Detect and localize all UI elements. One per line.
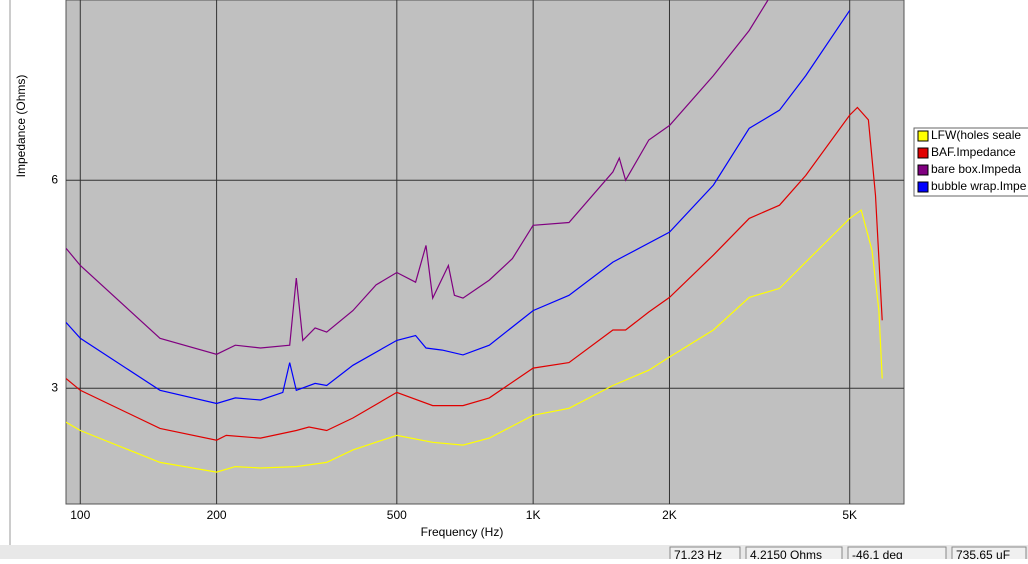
legend-swatch xyxy=(917,130,929,142)
legend-label: bare box.Impeda xyxy=(931,162,1021,176)
status-text: -46.1 deg xyxy=(852,548,903,559)
series-line xyxy=(66,106,883,441)
x-tick-label: 2K xyxy=(662,508,677,522)
legend-label: bubble wrap.Impe xyxy=(931,179,1027,193)
x-axis-label: Frequency (Hz) xyxy=(421,525,504,539)
legend xyxy=(913,127,1028,197)
series-line xyxy=(66,10,851,405)
y-tick-label: 6 xyxy=(51,172,58,186)
series-line xyxy=(66,0,769,355)
legend-swatch xyxy=(917,164,929,176)
status-text: 4.2150 Ohms xyxy=(750,548,822,559)
x-tick-label: 100 xyxy=(70,508,90,522)
series-line xyxy=(66,209,883,473)
plot-area xyxy=(65,0,905,505)
legend-label: LFW(holes seale xyxy=(931,128,1021,142)
legend-swatch xyxy=(917,147,929,159)
legend-swatch xyxy=(917,181,929,193)
x-tick-label: 1K xyxy=(526,508,541,522)
x-tick-label: 500 xyxy=(387,508,407,522)
status-text: 735.65 uF xyxy=(956,548,1010,559)
x-tick-label: 5K xyxy=(842,508,857,522)
status-text: 71.23 Hz xyxy=(674,548,722,559)
y-tick-label: 3 xyxy=(51,380,58,394)
x-tick-label: 200 xyxy=(207,508,227,522)
legend-label: BAF.Impedance xyxy=(931,145,1016,159)
y-axis-label: Impedance (Ohms) xyxy=(14,75,28,178)
